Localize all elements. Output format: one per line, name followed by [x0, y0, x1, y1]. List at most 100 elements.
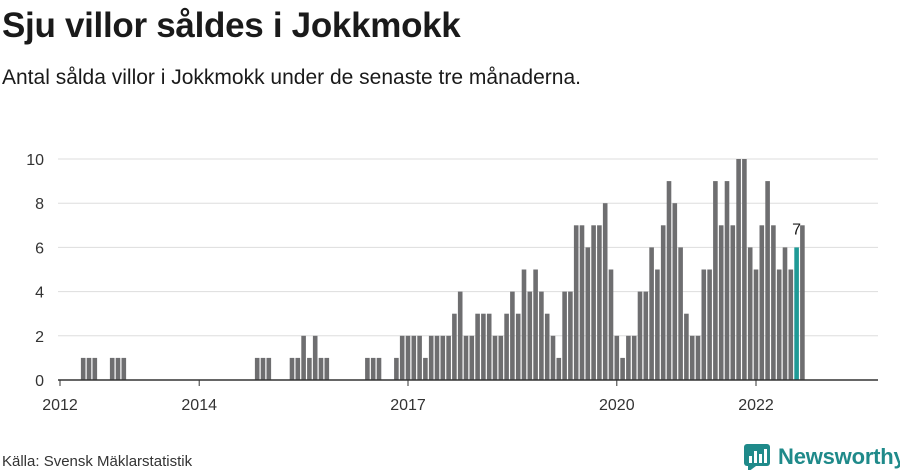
bar [660, 225, 666, 380]
bar [718, 225, 724, 380]
bar [481, 313, 486, 380]
bar [742, 159, 747, 380]
bar [620, 357, 625, 380]
bar [666, 181, 672, 380]
bar [80, 357, 86, 380]
bar [707, 269, 712, 380]
bar [597, 225, 602, 380]
source-note: Källa: Svensk Mäklarstatistik [2, 453, 193, 470]
bar [399, 335, 405, 380]
bar [515, 313, 521, 380]
y-tick-label: 6 [35, 240, 44, 257]
highlight-value-label: 7 [792, 221, 801, 238]
bar [510, 291, 515, 380]
bar [759, 225, 765, 380]
y-tick-label: 4 [35, 285, 44, 302]
y-tick-label: 8 [35, 196, 44, 213]
bar [307, 357, 312, 380]
bar [254, 357, 260, 380]
bar [521, 269, 527, 380]
bar [736, 159, 741, 380]
bar [643, 291, 649, 380]
x-tick-label: 2020 [599, 397, 635, 414]
bar [701, 269, 707, 380]
bar [556, 357, 562, 380]
y-axis-tick-labels: 0 2 4 6 8 10 [26, 152, 44, 390]
bar [440, 335, 446, 380]
bar [266, 357, 272, 380]
bar [539, 291, 544, 380]
bar [655, 269, 660, 380]
bar [86, 357, 92, 380]
bar [550, 335, 556, 380]
bar [423, 357, 428, 380]
bar [544, 313, 550, 380]
bar [724, 181, 730, 380]
bar [121, 357, 127, 380]
x-tick-label: 2017 [390, 397, 426, 414]
bar [411, 335, 417, 380]
bar [370, 357, 376, 380]
bar [486, 313, 492, 380]
bar [417, 335, 422, 380]
bar [394, 357, 399, 380]
bar [405, 335, 411, 380]
bar [788, 269, 794, 380]
x-tick-label: 2012 [42, 397, 78, 414]
y-tick-label: 10 [26, 152, 44, 169]
bar-highlight [794, 247, 799, 380]
bar [312, 335, 318, 380]
bar [475, 313, 480, 380]
newsworthy-logo-icon [744, 444, 770, 470]
bar [637, 291, 643, 380]
bar [579, 225, 585, 380]
bar [568, 291, 573, 380]
bar [295, 357, 301, 380]
brand-logo[interactable]: Newsworthy [744, 442, 900, 472]
bar [452, 313, 457, 380]
bar [527, 291, 533, 380]
bar [573, 225, 579, 380]
bar [684, 313, 689, 380]
chart-title: Sju villor såldes i Jokkmokk [2, 6, 461, 45]
bar [585, 247, 591, 380]
bar [469, 335, 475, 380]
bar [591, 225, 596, 380]
bar [260, 357, 266, 380]
bar [776, 269, 782, 380]
bar [324, 357, 330, 380]
bar [301, 335, 306, 380]
bar [92, 357, 98, 380]
bar [504, 313, 509, 380]
bar [765, 181, 770, 380]
bar [626, 335, 631, 380]
bar [608, 269, 614, 380]
bar [376, 357, 382, 380]
chart-subtitle: Antal sålda villor i Jokkmokk under de s… [2, 66, 581, 89]
bar [428, 335, 434, 380]
x-axis: 2012 2014 2017 2020 2022 [42, 379, 878, 414]
x-tick-label: 2022 [738, 397, 774, 414]
bar [434, 335, 440, 380]
y-tick-label: 2 [35, 329, 44, 346]
bar [678, 247, 683, 380]
bar [109, 357, 115, 380]
bar [631, 335, 637, 380]
bar [457, 291, 463, 380]
bar [602, 203, 608, 380]
x-tick-label: 2014 [181, 397, 217, 414]
y-tick-label: 0 [35, 373, 44, 390]
bar [713, 181, 718, 380]
bar [730, 225, 736, 380]
bar [753, 269, 759, 380]
bar [747, 247, 753, 380]
bar [782, 247, 788, 380]
bar [800, 225, 805, 380]
bar [695, 335, 701, 380]
bar [498, 335, 504, 380]
bar [771, 225, 776, 380]
bar [289, 357, 295, 380]
brand-name: Newsworthy [778, 444, 900, 469]
bar [318, 357, 324, 380]
